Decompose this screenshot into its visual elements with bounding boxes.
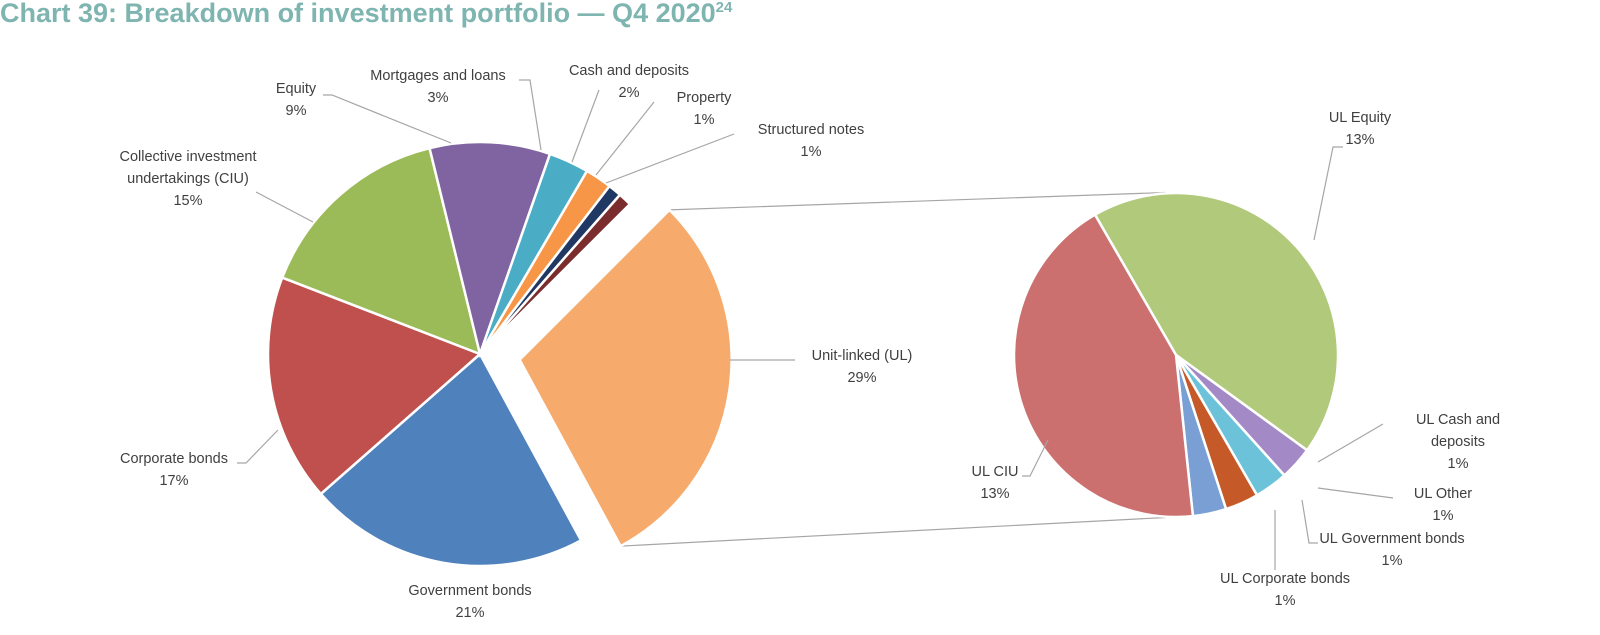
data-label-name: Equity [276,81,317,97]
data-label-name: UL Corporate bonds [1220,571,1350,587]
chart-title-text: Chart 39: Breakdown of investment portfo… [0,0,716,28]
leader-line-corporate-bonds [237,429,279,464]
data-labels: Unit-linked (UL) 29% Government bonds 21% Co… [120,63,1501,621]
main-slice-unit-linked-ul [518,208,733,548]
data-label-value: 1% [694,112,715,128]
data-label-value: 3% [428,90,449,106]
data-label-value: 13% [1345,132,1374,148]
data-label-value: 1% [1382,553,1403,569]
leader-line-equity [323,94,452,144]
main-slice-equity [428,140,552,359]
main-slice-government-bonds [319,352,583,568]
data-label-value: 13% [980,486,1009,502]
data-label-name: UL Government bonds [1319,531,1464,547]
data-label-structured-notes: Structured notes 1% [758,122,864,160]
data-label-name: UL CIU [972,464,1019,480]
data-label-value: 21% [455,605,484,621]
leader-line-structured-notes [605,133,735,184]
data-label-value: 9% [286,103,307,119]
data-label-ul-ciu: UL CIU 13% [972,464,1019,502]
secondary-slice-ul-equity [1093,191,1340,452]
data-label-ul-government-bonds: UL Government bonds 1% [1319,531,1464,569]
secondary-pie [1012,191,1340,519]
leader-line-cash-and-deposits [571,89,600,163]
data-label-value: 29% [847,370,876,386]
data-label-name: Cash and deposits [569,63,689,79]
data-label-property: Property 1% [677,90,733,128]
leader-line-ul-cash-and-deposits [1317,423,1384,463]
data-label-mortgages-and-loans: Mortgages and loans 3% [370,68,505,106]
data-label-value: 1% [1433,508,1454,524]
data-label-ul-cash-and-deposits: UL Cash and deposits 1% [1416,412,1500,472]
data-label-value: 1% [1275,593,1296,609]
main-slice-structured-notes [479,193,632,355]
leader-line-ul-ciu [1022,439,1049,477]
chart-title: Chart 39: Breakdown of investment portfo… [0,0,732,29]
data-label-name: deposits [1431,434,1485,450]
data-label-ul-equity: UL Equity 13% [1329,110,1392,148]
leader-lines [237,79,1394,570]
leader-line-ul-government-bonds [1301,499,1318,544]
data-label-name: UL Other [1414,486,1472,502]
data-label-name: undertakings (CIU) [127,171,249,187]
data-label-government-bonds: Government bonds 21% [408,583,531,621]
data-label-value: 17% [159,473,188,489]
data-label-value: 15% [173,193,202,209]
connector-lines [620,191,1167,547]
main-slice-collective-investment-undertakings-ciu [280,146,482,357]
data-label-name: UL Equity [1329,110,1392,126]
data-label-corporate-bonds: Corporate bonds 17% [120,451,228,489]
data-label-value: 2% [619,85,640,101]
data-label-name: Mortgages and loans [370,68,505,84]
connector-line-bottom [620,516,1167,547]
data-label-name: UL Cash and [1416,412,1500,428]
leader-line-collective-investment-undertakings-ciu [255,191,314,223]
data-label-value: 1% [1448,456,1469,472]
leader-line-property [595,101,655,176]
data-label-name: Corporate bonds [120,451,228,467]
data-label-equity: Equity 9% [276,81,317,119]
data-label-collective-investment-undertakings-ciu: Collective investment undertakings (CIU) 1… [120,149,257,209]
main-slice-corporate-bonds [266,275,483,496]
data-label-name: Unit-linked (UL) [812,348,913,364]
data-label-name: Property [677,90,733,106]
data-label-unit-linked-ul: Unit-linked (UL) 29% [812,348,913,386]
secondary-slice-ul-ciu [1012,212,1195,519]
data-label-name: Structured notes [758,122,864,138]
data-label-name: Collective investment [120,149,257,165]
data-label-name: Government bonds [408,583,531,599]
leader-line-ul-other [1317,487,1394,499]
chart-title-footnote: 24 [715,0,733,16]
data-label-ul-other: UL Other 1% [1414,486,1472,524]
connector-line-top [669,191,1167,211]
main-pie [266,140,733,568]
leader-line-ul-equity [1313,146,1343,241]
data-label-ul-corporate-bonds: UL Corporate bonds 1% [1220,571,1350,609]
data-label-cash-and-deposits: Cash and deposits 2% [569,63,689,101]
leader-line-mortgages-and-loans [519,79,542,151]
data-label-value: 1% [801,144,822,160]
